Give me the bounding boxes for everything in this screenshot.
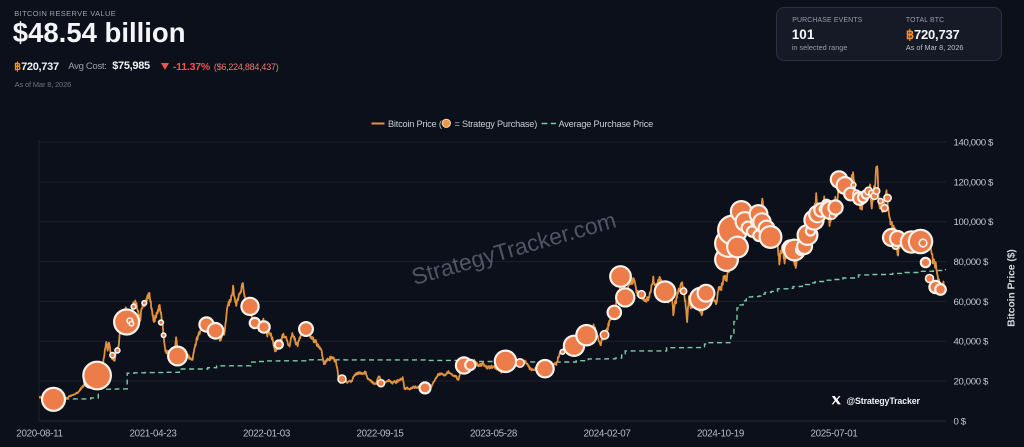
- svg-text:2021-04-23: 2021-04-23: [129, 428, 177, 439]
- svg-text:2023-05-28: 2023-05-28: [470, 428, 518, 439]
- svg-text:Bitcoin Price (: Bitcoin Price (: [388, 119, 442, 129]
- svg-text:2022-01-03: 2022-01-03: [243, 428, 291, 439]
- svg-text:2020-08-11: 2020-08-11: [16, 428, 62, 439]
- svg-text:2022-09-15: 2022-09-15: [356, 428, 404, 439]
- svg-text:120,000 $: 120,000 $: [954, 177, 995, 188]
- svg-text:20,000 $: 20,000 $: [954, 377, 990, 388]
- svg-text:2024-02-07: 2024-02-07: [583, 428, 630, 439]
- svg-text:Average Purchase Price: Average Purchase Price: [559, 119, 654, 129]
- svg-text:2025-07-01: 2025-07-01: [810, 428, 857, 439]
- svg-text:@StrategyTracker: @StrategyTracker: [847, 396, 921, 406]
- svg-text:80,000 $: 80,000 $: [954, 257, 990, 268]
- svg-text:0 $: 0 $: [954, 416, 967, 427]
- svg-text:Bitcoin Price ($): Bitcoin Price ($): [1007, 249, 1018, 327]
- svg-text:2024-10-19: 2024-10-19: [697, 428, 744, 439]
- svg-text:StrategyTracker.com: StrategyTracker.com: [409, 207, 619, 290]
- svg-text:40,000 $: 40,000 $: [954, 337, 990, 348]
- svg-text:100,000 $: 100,000 $: [954, 217, 995, 228]
- svg-text:60,000 $: 60,000 $: [954, 297, 990, 308]
- svg-text:140,000 $: 140,000 $: [954, 137, 995, 148]
- svg-text:= Strategy Purchase): = Strategy Purchase): [455, 119, 538, 129]
